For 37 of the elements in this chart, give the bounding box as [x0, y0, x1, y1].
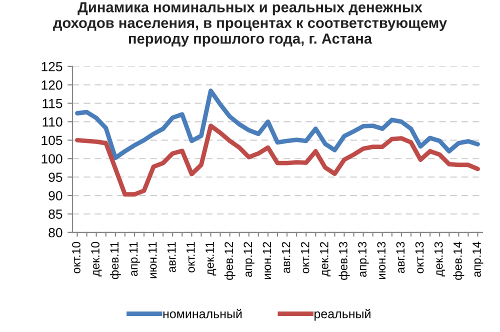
x-tick-label: июн.11 — [148, 242, 157, 278]
x-tick-label: июн.12 — [262, 242, 272, 279]
y-tick-label: 125 — [42, 62, 62, 72]
x-tick-label: апр.11 — [129, 242, 140, 276]
x-tick-label: апр.13 — [358, 242, 369, 277]
x-tick-label: фев.13 — [338, 242, 350, 280]
x-tick-label: дек.13 — [434, 242, 445, 276]
x-tick-label: дек.11 — [206, 242, 216, 276]
y-tick-label: 85 — [48, 210, 62, 219]
x-tick-label: дек.10 — [91, 242, 102, 276]
legend-label: реальный — [314, 308, 370, 321]
x-tick-label: апр.14 — [472, 242, 484, 277]
y-tick-label: 110 — [42, 117, 62, 127]
x-tick-label: окт.10 — [72, 242, 80, 274]
y-tick-label: 105 — [42, 136, 62, 146]
legend-label: номинальный — [163, 308, 242, 318]
x-tick-label: дек.12 — [320, 242, 331, 276]
y-tick-label: 90 — [48, 191, 62, 200]
line-series — [75, 124, 480, 197]
x-tick-label: авг.11 — [168, 242, 176, 272]
x-tick-label: авг.12 — [282, 242, 290, 274]
x-tick-label: авг.13 — [396, 242, 405, 274]
y-tick-label: 80 — [48, 228, 62, 238]
x-tick-label: фев.11 — [110, 242, 121, 280]
y-tick-label: 120 — [42, 80, 62, 90]
x-tick-label: окт.11 — [186, 242, 195, 272]
y-tick-label: 100 — [42, 154, 62, 164]
line-series — [75, 88, 480, 160]
x-tick-label: июн.13 — [377, 242, 386, 279]
x-tick-label: фев.14 — [453, 242, 464, 280]
y-tick-label: 95 — [48, 172, 62, 182]
x-tick-label: окт.13 — [415, 242, 424, 274]
y-tick-label: 115 — [42, 98, 62, 108]
chart-title: Динамика номинальных и реальных денежных доходов населения, в процентах к соответствующему периоду прошлого года, г. Астана — [53, 2, 447, 47]
x-tick-label: окт.12 — [300, 242, 310, 274]
x-tick-label: фев.12 — [224, 242, 236, 280]
x-tick-label: апр.12 — [244, 242, 254, 277]
